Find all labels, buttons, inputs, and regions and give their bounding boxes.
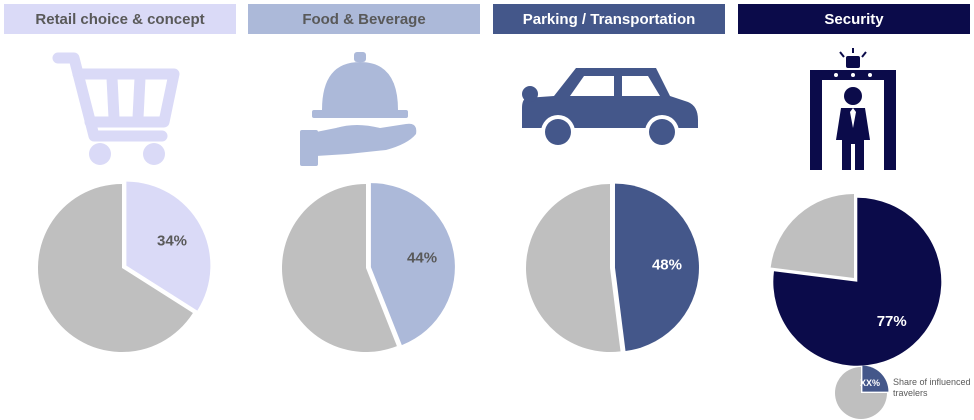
pie-security: 77% [732,180,974,370]
legend-text: Share of influenced travelers [893,377,971,399]
pie-security-slice-rest [770,194,854,278]
pie-retail: 34% [0,180,244,370]
serving-cloche-icon [300,52,417,166]
legend: XX% Share of influenced travelers [834,362,974,420]
header-parking: Parking / Transportation [493,4,725,34]
shopping-cart-icon [52,52,180,165]
pie-food: 44% [244,180,488,370]
pie-parking-slice-rest [525,184,621,352]
header-retail-label: Retail choice & concept [35,10,205,28]
header-food-label: Food & Beverage [302,10,426,28]
legend-pie-label: XX% [860,378,880,388]
legend-text-line1: Share of influenced [893,377,971,387]
pie-security-svg: 77% [770,194,942,366]
pie-retail-slice-rest [38,184,193,352]
pie-parking-label: 48% [652,256,682,273]
legend-pie-slice-rest [835,367,887,419]
car-icon [522,68,698,149]
pie-parking-slice-highlight [614,183,699,352]
pie-food-slice-highlight [370,183,455,346]
pie-parking-svg: 48% [525,183,699,352]
header-retail: Retail choice & concept [4,4,236,34]
pie-retail-label: 34% [157,233,187,250]
pie-security-slice-highlight [773,197,942,366]
header-security-label: Security [824,10,884,28]
pie-food-label: 44% [407,249,437,266]
pie-retail-svg: 34% [38,181,211,352]
security-scanner-icon [810,48,896,170]
legend-pie-svg: XX% [835,365,889,419]
pie-food-svg: 44% [282,183,455,352]
pie-retail-slice-highlight [126,181,211,311]
legend-text-line2: travelers [893,388,928,398]
header-parking-label: Parking / Transportation [522,10,696,28]
header-security: Security [738,4,970,34]
pie-food-slice-rest [282,184,397,352]
pie-parking: 48% [488,180,732,370]
legend-pie-slice-highlight [862,365,889,392]
header-food: Food & Beverage [248,4,480,34]
pie-security-label: 77% [877,313,907,330]
